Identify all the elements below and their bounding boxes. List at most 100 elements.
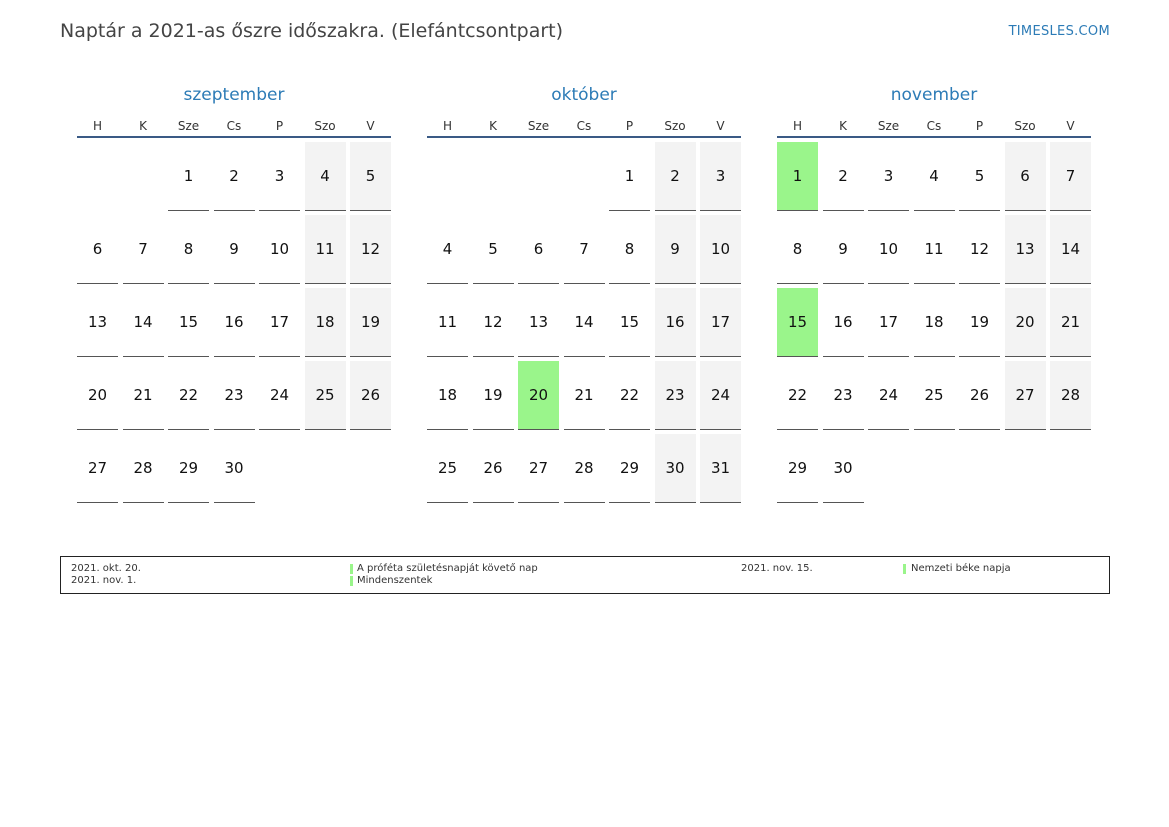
day-cell: 5	[350, 142, 391, 211]
day-cell: 28	[122, 434, 164, 503]
day-cell: 14	[563, 288, 605, 357]
day-cell: 4	[304, 142, 346, 211]
day-cell: 24	[700, 361, 741, 430]
day-cell: 13	[77, 288, 118, 357]
day-cell: 27	[518, 434, 559, 503]
empty-cell	[564, 142, 605, 211]
legend-holiday-name: A próféta születésnapját követő nap	[357, 563, 538, 574]
day-cell: 5	[959, 142, 1000, 211]
day-cell: 9	[654, 215, 696, 284]
day-cell: 12	[350, 215, 391, 284]
weekday-header: Sze	[877, 119, 900, 133]
day-cell: 28	[1050, 361, 1091, 430]
empty-cell	[473, 142, 514, 211]
holiday-color-marker	[350, 576, 353, 586]
weekday-header: Sze	[177, 119, 200, 133]
day-cell: 27	[1004, 361, 1046, 430]
empty-cell	[518, 142, 559, 211]
legend-holiday-name: Mindenszentek	[357, 575, 433, 586]
day-cell: 10	[868, 215, 909, 284]
day-cell: 26	[959, 361, 1000, 430]
day-cell: 18	[913, 288, 955, 357]
day-cell: 9	[822, 215, 864, 284]
day-cell: 24	[259, 361, 300, 430]
day-cell: 19	[350, 288, 391, 357]
legend-date: 2021. nov. 1.	[71, 575, 137, 586]
empty-cell	[123, 142, 164, 211]
day-cell: 14	[1050, 215, 1091, 284]
day-cell: 26	[472, 434, 514, 503]
day-cell: 6	[77, 215, 118, 284]
day-cell: 2	[654, 142, 696, 211]
day-cell: 31	[700, 434, 741, 503]
day-cell: 1	[168, 142, 209, 211]
weekday-header: Cs	[926, 119, 942, 133]
month-calendar-september: szeptember H K Sze Cs P Szo V 1 2 3 4 5 6 7 8 9 10 11 12 1…	[77, 84, 391, 503]
day-cell: 10	[259, 215, 300, 284]
weekday-header: Cs	[226, 119, 242, 133]
day-cell: 25	[913, 361, 955, 430]
empty-cell	[427, 142, 468, 211]
month-name: október	[551, 85, 617, 105]
day-cell: 13	[1004, 215, 1046, 284]
days-grid: 1 2 3 4 5 6 7 8 9 10 11 12 13 14 15 16 17 18 19 20 21 22 23 24 2…	[427, 142, 741, 503]
weekday-header: H	[92, 119, 103, 133]
legend-date: 2021. nov. 15.	[741, 563, 813, 574]
day-cell: 16	[213, 288, 255, 357]
empty-cell	[77, 142, 118, 211]
weekday-header: K	[839, 119, 847, 133]
weekday-header: V	[366, 119, 375, 133]
day-cell: 20	[518, 361, 559, 430]
brand-link[interactable]: TIMESLES.COM	[1008, 24, 1110, 39]
day-cell: 3	[868, 142, 909, 211]
day-cell: 15	[609, 288, 650, 357]
day-cell: 4	[427, 215, 468, 284]
month-calendar-october: október H K Sze Cs P Szo V 1 2 3 4 5 6 7 8 9 10 11 12 13 14…	[427, 84, 741, 503]
day-cell: 11	[913, 215, 955, 284]
day-cell: 19	[959, 288, 1000, 357]
weekday-header: K	[489, 119, 497, 133]
month-name: november	[890, 85, 978, 105]
day-cell: 23	[213, 361, 255, 430]
weekday-header: V	[1066, 119, 1075, 133]
day-cell: 8	[609, 215, 650, 284]
day-cell: 18	[427, 361, 468, 430]
weekday-header: H	[792, 119, 803, 133]
day-cell: 22	[609, 361, 650, 430]
holiday-color-marker	[903, 564, 906, 574]
day-cell: 10	[700, 215, 741, 284]
weekday-header: Szo	[1014, 119, 1036, 133]
day-cell: 7	[563, 215, 605, 284]
day-cell: 25	[304, 361, 346, 430]
day-cell: 29	[168, 434, 209, 503]
day-cell: 16	[822, 288, 864, 357]
day-cell: 21	[563, 361, 605, 430]
day-cell: 8	[777, 215, 818, 284]
weekday-header: P	[275, 119, 284, 133]
day-cell: 11	[427, 288, 468, 357]
weekday-header: Sze	[527, 119, 550, 133]
weekday-header-row: H K Sze Cs P Szo V	[777, 116, 1091, 138]
day-cell: 21	[1050, 288, 1091, 357]
day-cell: 12	[472, 288, 514, 357]
day-cell: 30	[654, 434, 696, 503]
day-cell: 2	[213, 142, 255, 211]
day-cell: 13	[518, 288, 559, 357]
day-cell: 30	[822, 434, 864, 503]
day-cell: 22	[777, 361, 818, 430]
day-cell: 22	[168, 361, 209, 430]
weekday-header-row: H K Sze Cs P Szo V	[77, 116, 391, 138]
day-cell: 3	[700, 142, 741, 211]
days-grid: 1 2 3 4 5 6 7 8 9 10 11 12 13 14 15 16 17 18 19 20 21 22 23 24 2…	[77, 142, 391, 503]
holiday-legend: 2021. okt. 20. A próféta születésnapját …	[60, 556, 1110, 594]
weekday-header: V	[716, 119, 725, 133]
day-cell: 17	[868, 288, 909, 357]
day-cell: 28	[563, 434, 605, 503]
day-cell: 23	[822, 361, 864, 430]
day-cell: 8	[168, 215, 209, 284]
day-cell: 16	[654, 288, 696, 357]
day-cell: 24	[868, 361, 909, 430]
day-cell: 4	[913, 142, 955, 211]
day-cell: 7	[122, 215, 164, 284]
day-cell: 14	[122, 288, 164, 357]
